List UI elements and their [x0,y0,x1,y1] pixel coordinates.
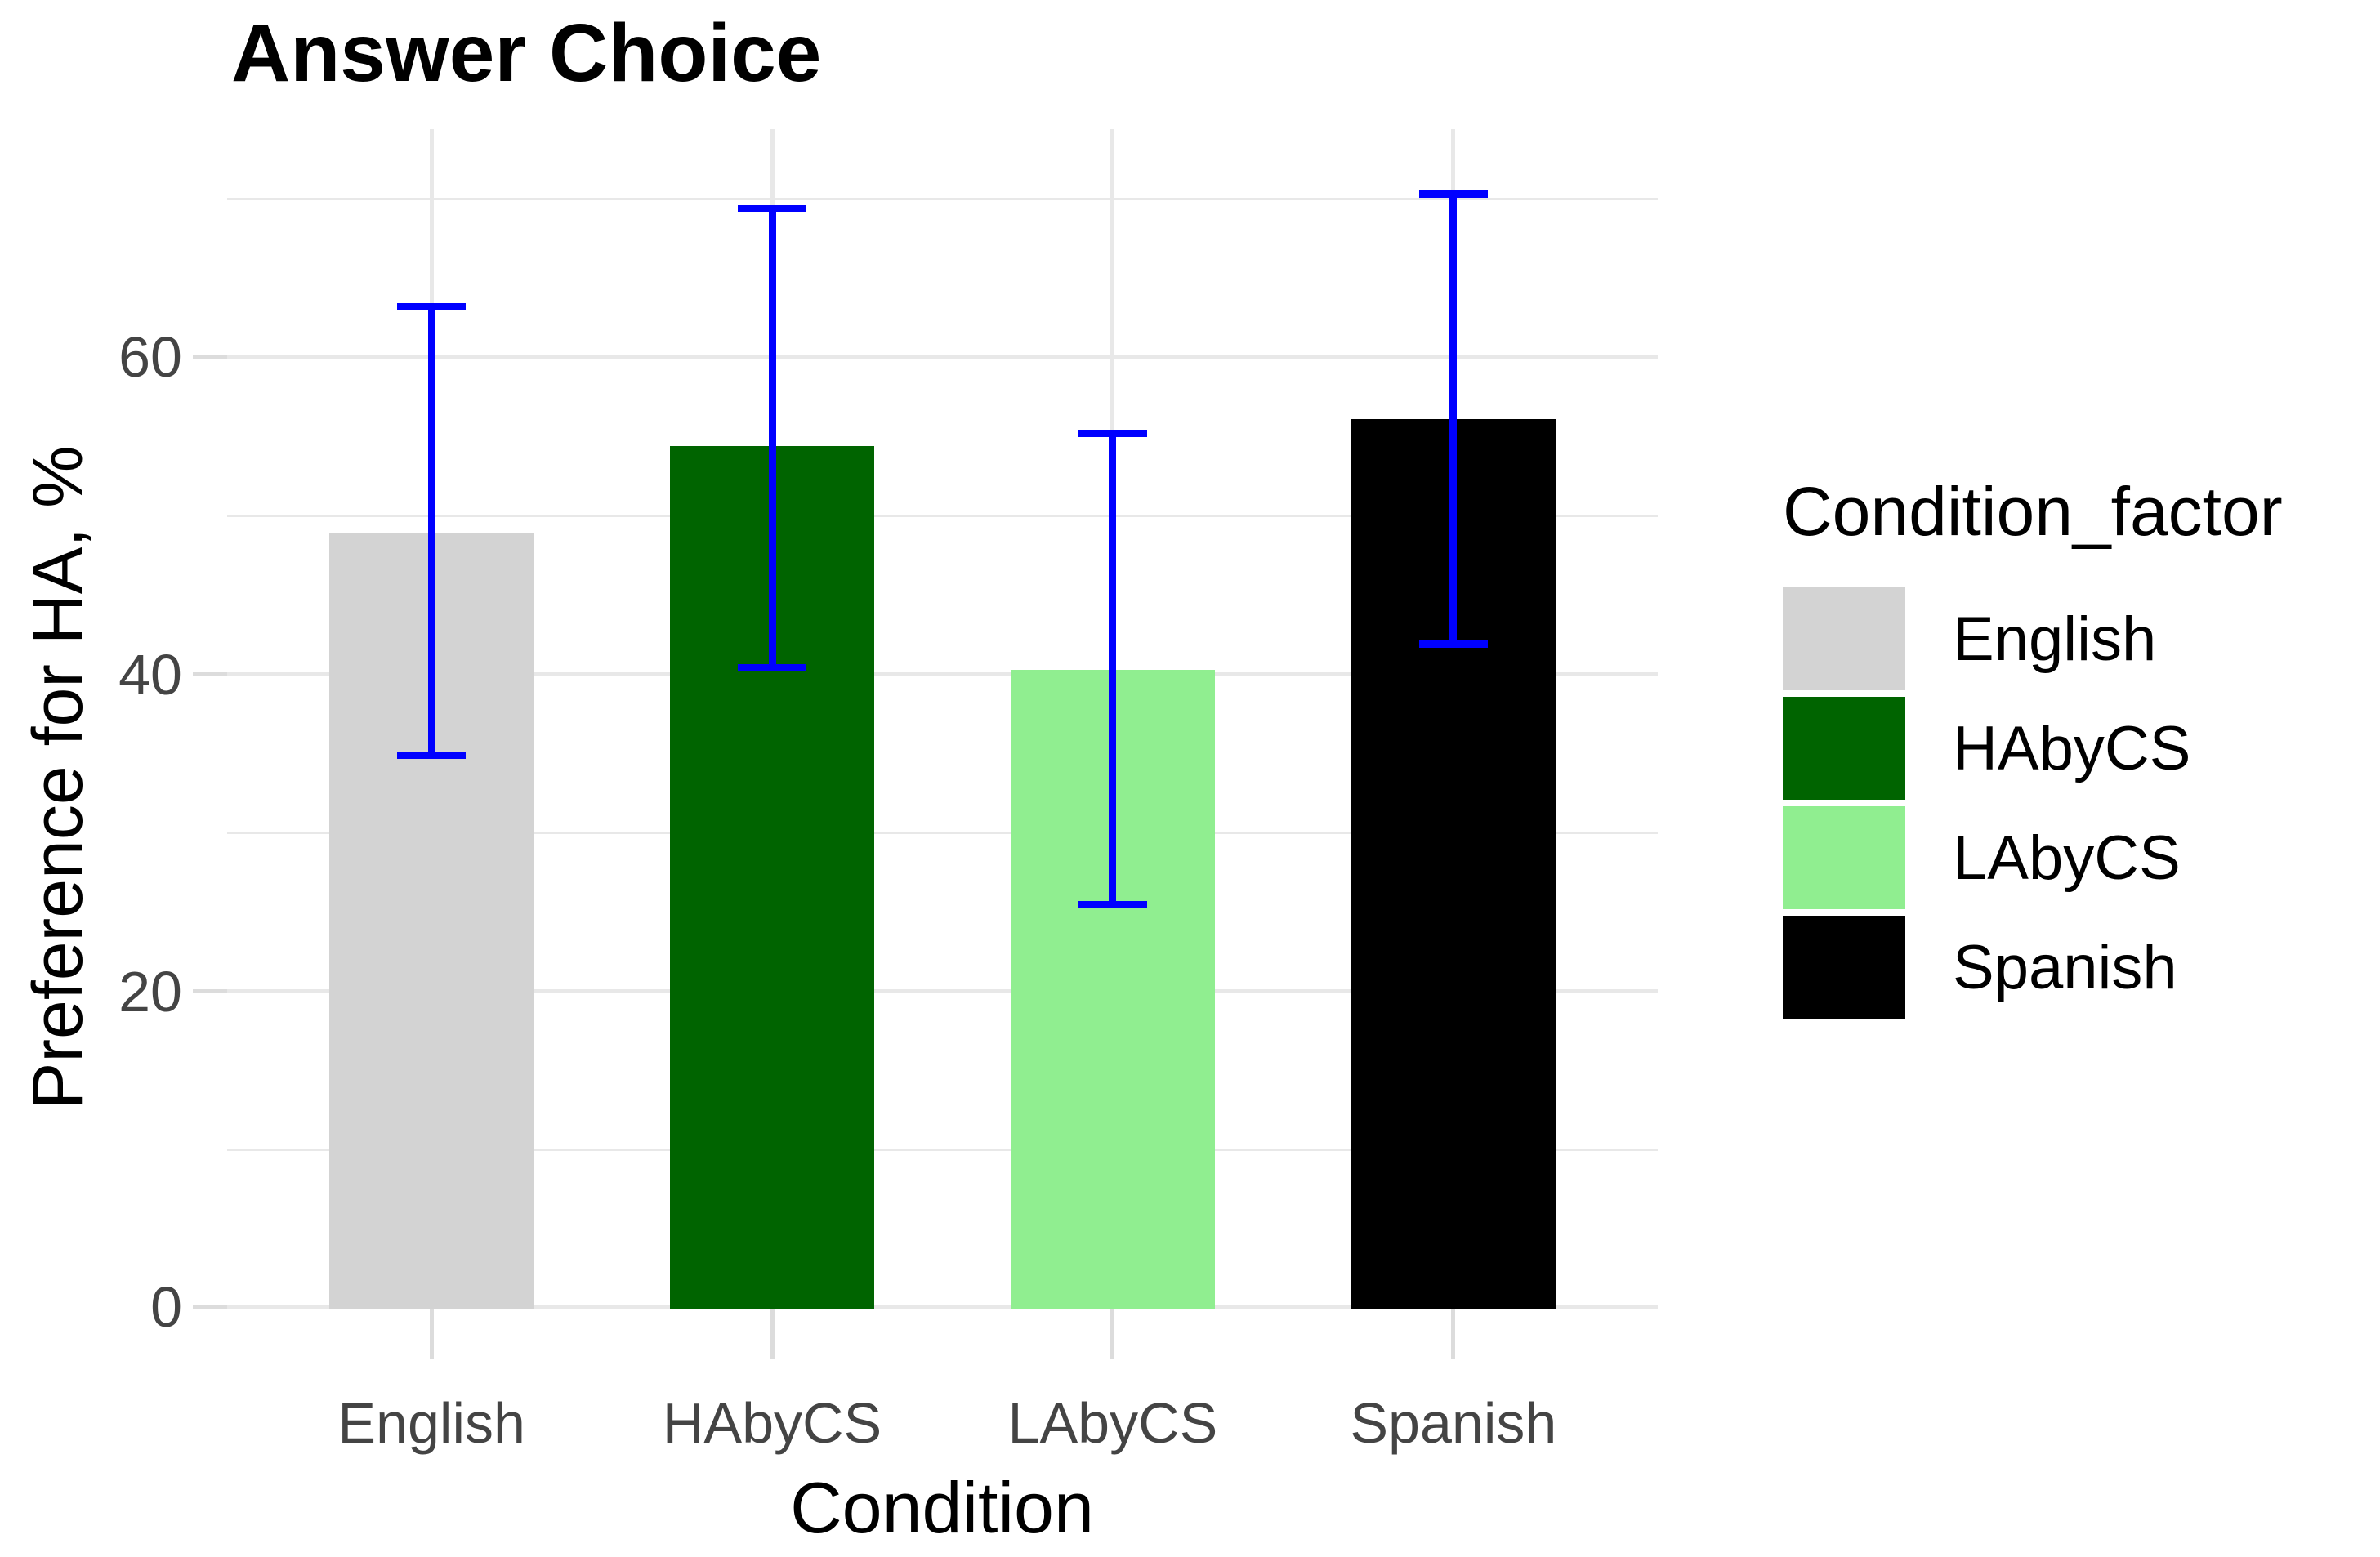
error-bar-line [768,208,776,668]
gridline-major [227,355,1658,359]
legend-items: English HAbyCS LAbyCS Spanish [1783,587,2380,1019]
gridline-major [227,989,1658,994]
error-bar-cap [397,752,467,760]
gridline-major [227,1305,1658,1309]
legend-swatch [1783,587,1905,690]
x-tick-label: English [337,1391,525,1455]
x-tick-label: Spanish [1350,1391,1557,1455]
error-bar-cap [738,664,807,672]
y-tick-mark [193,672,227,677]
x-tick-label: LAbyCS [1007,1391,1218,1455]
gridline-minor [227,832,1658,835]
legend-item-spanish: Spanish [1783,916,2380,1019]
error-bar-cap [1418,640,1488,649]
gridline-minor [227,197,1658,200]
error-bar-cap [738,204,807,212]
y-tick-label: 20 [118,959,182,1024]
error-bar-cap [397,302,467,310]
gridline-minor [227,515,1658,518]
plot-panel [227,129,1658,1309]
x-tick-mark [1451,1309,1456,1359]
legend-item-label: LAbyCS [1953,823,2181,893]
legend-item-labycs: LAbyCS [1783,806,2380,909]
legend-swatch [1783,806,1905,909]
y-tick-mark [193,1305,227,1309]
legend: Condition_factor English HAbyCS LAbyCS Span… [1783,472,2380,1025]
gridline-major [227,672,1658,677]
y-tick-label: 40 [118,642,182,707]
legend-title: Condition_factor [1783,473,2283,550]
error-bar-cap [1078,900,1147,908]
y-tick-mark [193,355,227,359]
legend-swatch [1783,697,1905,800]
error-bar-line [1449,194,1458,645]
legend-item-habycs: HAbyCS [1783,697,2380,800]
y-tick-label: 60 [118,325,182,390]
y-tick-mark [193,989,227,994]
error-bar-line [427,306,435,756]
error-bar-cap [1078,430,1147,438]
x-tick-mark [770,1309,775,1359]
error-bar-cap [1418,190,1488,199]
legend-item-label: Spanish [1953,932,2177,1002]
chart-title: Answer Choice [231,7,822,99]
error-bar-line [1109,433,1117,905]
x-axis-title: Condition [790,1467,1094,1548]
x-tick-mark [1110,1309,1115,1359]
x-tick-mark [429,1309,434,1359]
gridline-minor [227,1149,1658,1152]
legend-swatch [1783,916,1905,1019]
x-tick-label: HAbyCS [662,1391,882,1455]
legend-item-label: HAbyCS [1953,713,2191,783]
legend-item-label: English [1953,604,2157,674]
legend-item-english: English [1783,587,2380,690]
y-tick-label: 0 [150,1274,182,1339]
